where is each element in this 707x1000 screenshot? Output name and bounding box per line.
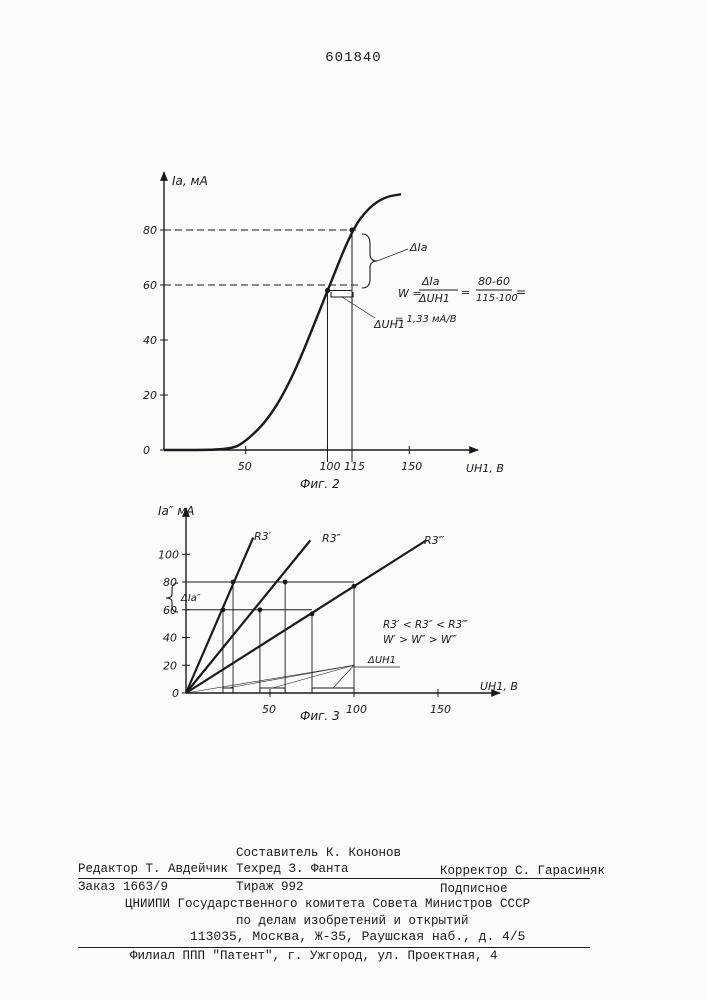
- fig2-delta-u-leader: [342, 297, 375, 318]
- imprint-techred: Техред З. Фанта: [236, 861, 349, 877]
- fig3-caption: Фиг. 3: [300, 709, 340, 723]
- fig2-formula-eq2: =: [516, 285, 526, 299]
- imprint-order: Заказ 1663/9: [78, 879, 168, 895]
- fig3-delta-u-label: ΔUН1: [367, 655, 396, 666]
- fig3-point-3-2: [352, 584, 357, 589]
- fig2-curve: [164, 194, 401, 450]
- imprint-org-2: по делам изобретений и открытий: [236, 913, 469, 929]
- imprint-corrector: Корректор С. Гарасиняк: [440, 863, 605, 879]
- fig2-x-label: UН1, В: [466, 462, 504, 475]
- imprint-editor: Редактор Т. Авдейчик: [78, 861, 228, 877]
- fig2-x-tick-label-50: 50: [238, 460, 252, 473]
- fig3-y-tick-label-60: 60: [163, 604, 177, 617]
- fig3-point-3-1: [310, 612, 315, 617]
- fig3-y-tick-label-100: 100: [158, 548, 179, 561]
- imprint-branch: Филиал ППП "Патент", г. Ужгород, ул. Про…: [130, 948, 498, 964]
- fig2-formula-num: ΔIa: [421, 275, 440, 288]
- fig2-y-tick-label-60: 60: [143, 279, 157, 292]
- fig3-y-tick-label-20: 20: [163, 659, 177, 672]
- fig3-delta-u-bracket-1: [223, 688, 233, 693]
- fig3-x-tick-label-50: 50: [262, 703, 276, 716]
- fig3-y-tick-label-80: 80: [163, 576, 177, 589]
- fig2-y-tick-label-20: 20: [143, 389, 157, 402]
- fig2-point-100: [325, 288, 330, 293]
- fig3-y-tick-label-0: 0: [172, 687, 179, 700]
- fig2-delta-u-bracket: [331, 292, 353, 297]
- figure-3: 0 20 40 60 80 100 50 100 150 Ia″ мА UН1, В Фиг.…: [158, 504, 518, 723]
- fig2-y-tick-label-40: 40: [143, 334, 157, 347]
- fig3-point-2-2: [283, 580, 288, 585]
- fig2-formula-den2: 115-100: [476, 293, 518, 304]
- fig2-x-tick-label-100: 100: [319, 460, 340, 473]
- fig2-y-label: Ia, мА: [172, 174, 208, 188]
- fig3-line-label-3: R3‴: [424, 534, 445, 547]
- fig3-delta-ia-label: ΔIa″: [180, 593, 201, 604]
- fig3-x-tick-label-150: 150: [430, 703, 451, 716]
- fig2-caption: Фиг. 2: [300, 477, 340, 491]
- imprint-address: 113035, Москва, Ж-35, Раушская наб., д. …: [190, 929, 525, 945]
- fig3-series-line-1: [186, 538, 253, 693]
- fig3-point-2-1: [258, 607, 263, 612]
- fig2-formula-result: = 1,33 мА/В: [395, 314, 457, 325]
- fig2-formula-eq: =: [461, 286, 470, 299]
- fig2-x-tick-label-150: 150: [401, 460, 422, 473]
- fig2-formula: W = ΔIa ΔUН1 = 80-60 115-100 = = 1,33 мА…: [395, 275, 526, 325]
- fig2-delta-ia-leader: [377, 249, 408, 261]
- figures-canvas: 0 20 40 60 80 50 100 115 150 Ia, мА UН1, В Фиг.…: [0, 0, 707, 760]
- fig2-x-tick-label-115: 115: [344, 460, 365, 473]
- fig3-delta-u-ray: [186, 665, 354, 693]
- fig3-x-label: UН1, В: [480, 680, 518, 693]
- fig3-y-label: Ia″ мА: [158, 504, 194, 518]
- fig3-series-line-2: [186, 540, 310, 693]
- figure-2: 0 20 40 60 80 50 100 115 150 Ia, мА UН1, В Фиг.…: [143, 172, 526, 491]
- fig3-relation-w: W′ > W″ > W‴: [383, 634, 457, 646]
- imprint-org-1: ЦНИИПИ Государственного комитета Совета …: [125, 896, 530, 912]
- fig2-formula-den: ΔUН1: [418, 292, 450, 305]
- fig3-point-1-2: [231, 580, 236, 585]
- fig3-x-tick-label-100: 100: [346, 703, 367, 716]
- fig2-delta-ia-brace: [362, 234, 377, 288]
- fig2-y-tick-label-0: 0: [143, 444, 150, 457]
- fig3-relation-r: R3′ < R3″ < R3‴: [383, 619, 468, 631]
- fig2-delta-ia-label: ΔIa: [409, 241, 428, 254]
- fig3-delta-u-bracket-3: [312, 688, 354, 693]
- fig2-y-tick-label-80: 80: [143, 224, 157, 237]
- imprint-subscription: Подписное: [440, 881, 508, 897]
- imprint-circulation: Тираж 992: [236, 879, 304, 895]
- fig3-y-tick-label-40: 40: [163, 632, 177, 645]
- fig2-point-115: [349, 227, 354, 232]
- fig3-point-1-1: [221, 607, 226, 612]
- imprint-compiler: Составитель К. Кононов: [236, 845, 401, 861]
- fig3-line-label-2: R3″: [322, 532, 342, 545]
- fig2-formula-num2: 80-60: [478, 275, 510, 288]
- fig3-delta-u-bracket-2: [260, 688, 285, 693]
- fig3-series-line-3: [186, 540, 426, 693]
- fig3-line-label-1: R3′: [254, 530, 272, 543]
